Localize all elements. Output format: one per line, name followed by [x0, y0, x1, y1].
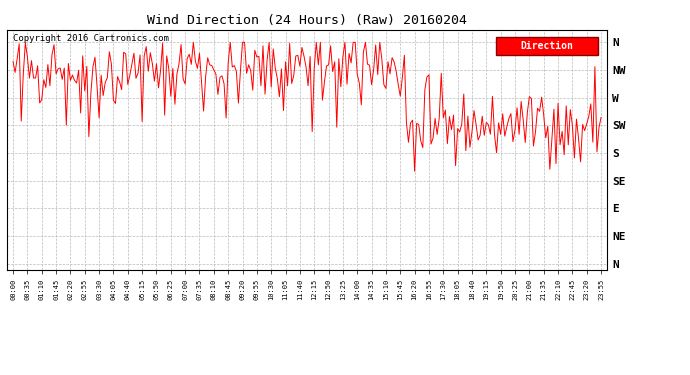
Text: Copyright 2016 Cartronics.com: Copyright 2016 Cartronics.com [13, 34, 169, 43]
Text: Direction: Direction [521, 41, 573, 51]
FancyBboxPatch shape [496, 37, 598, 55]
Title: Wind Direction (24 Hours) (Raw) 20160204: Wind Direction (24 Hours) (Raw) 20160204 [147, 15, 467, 27]
